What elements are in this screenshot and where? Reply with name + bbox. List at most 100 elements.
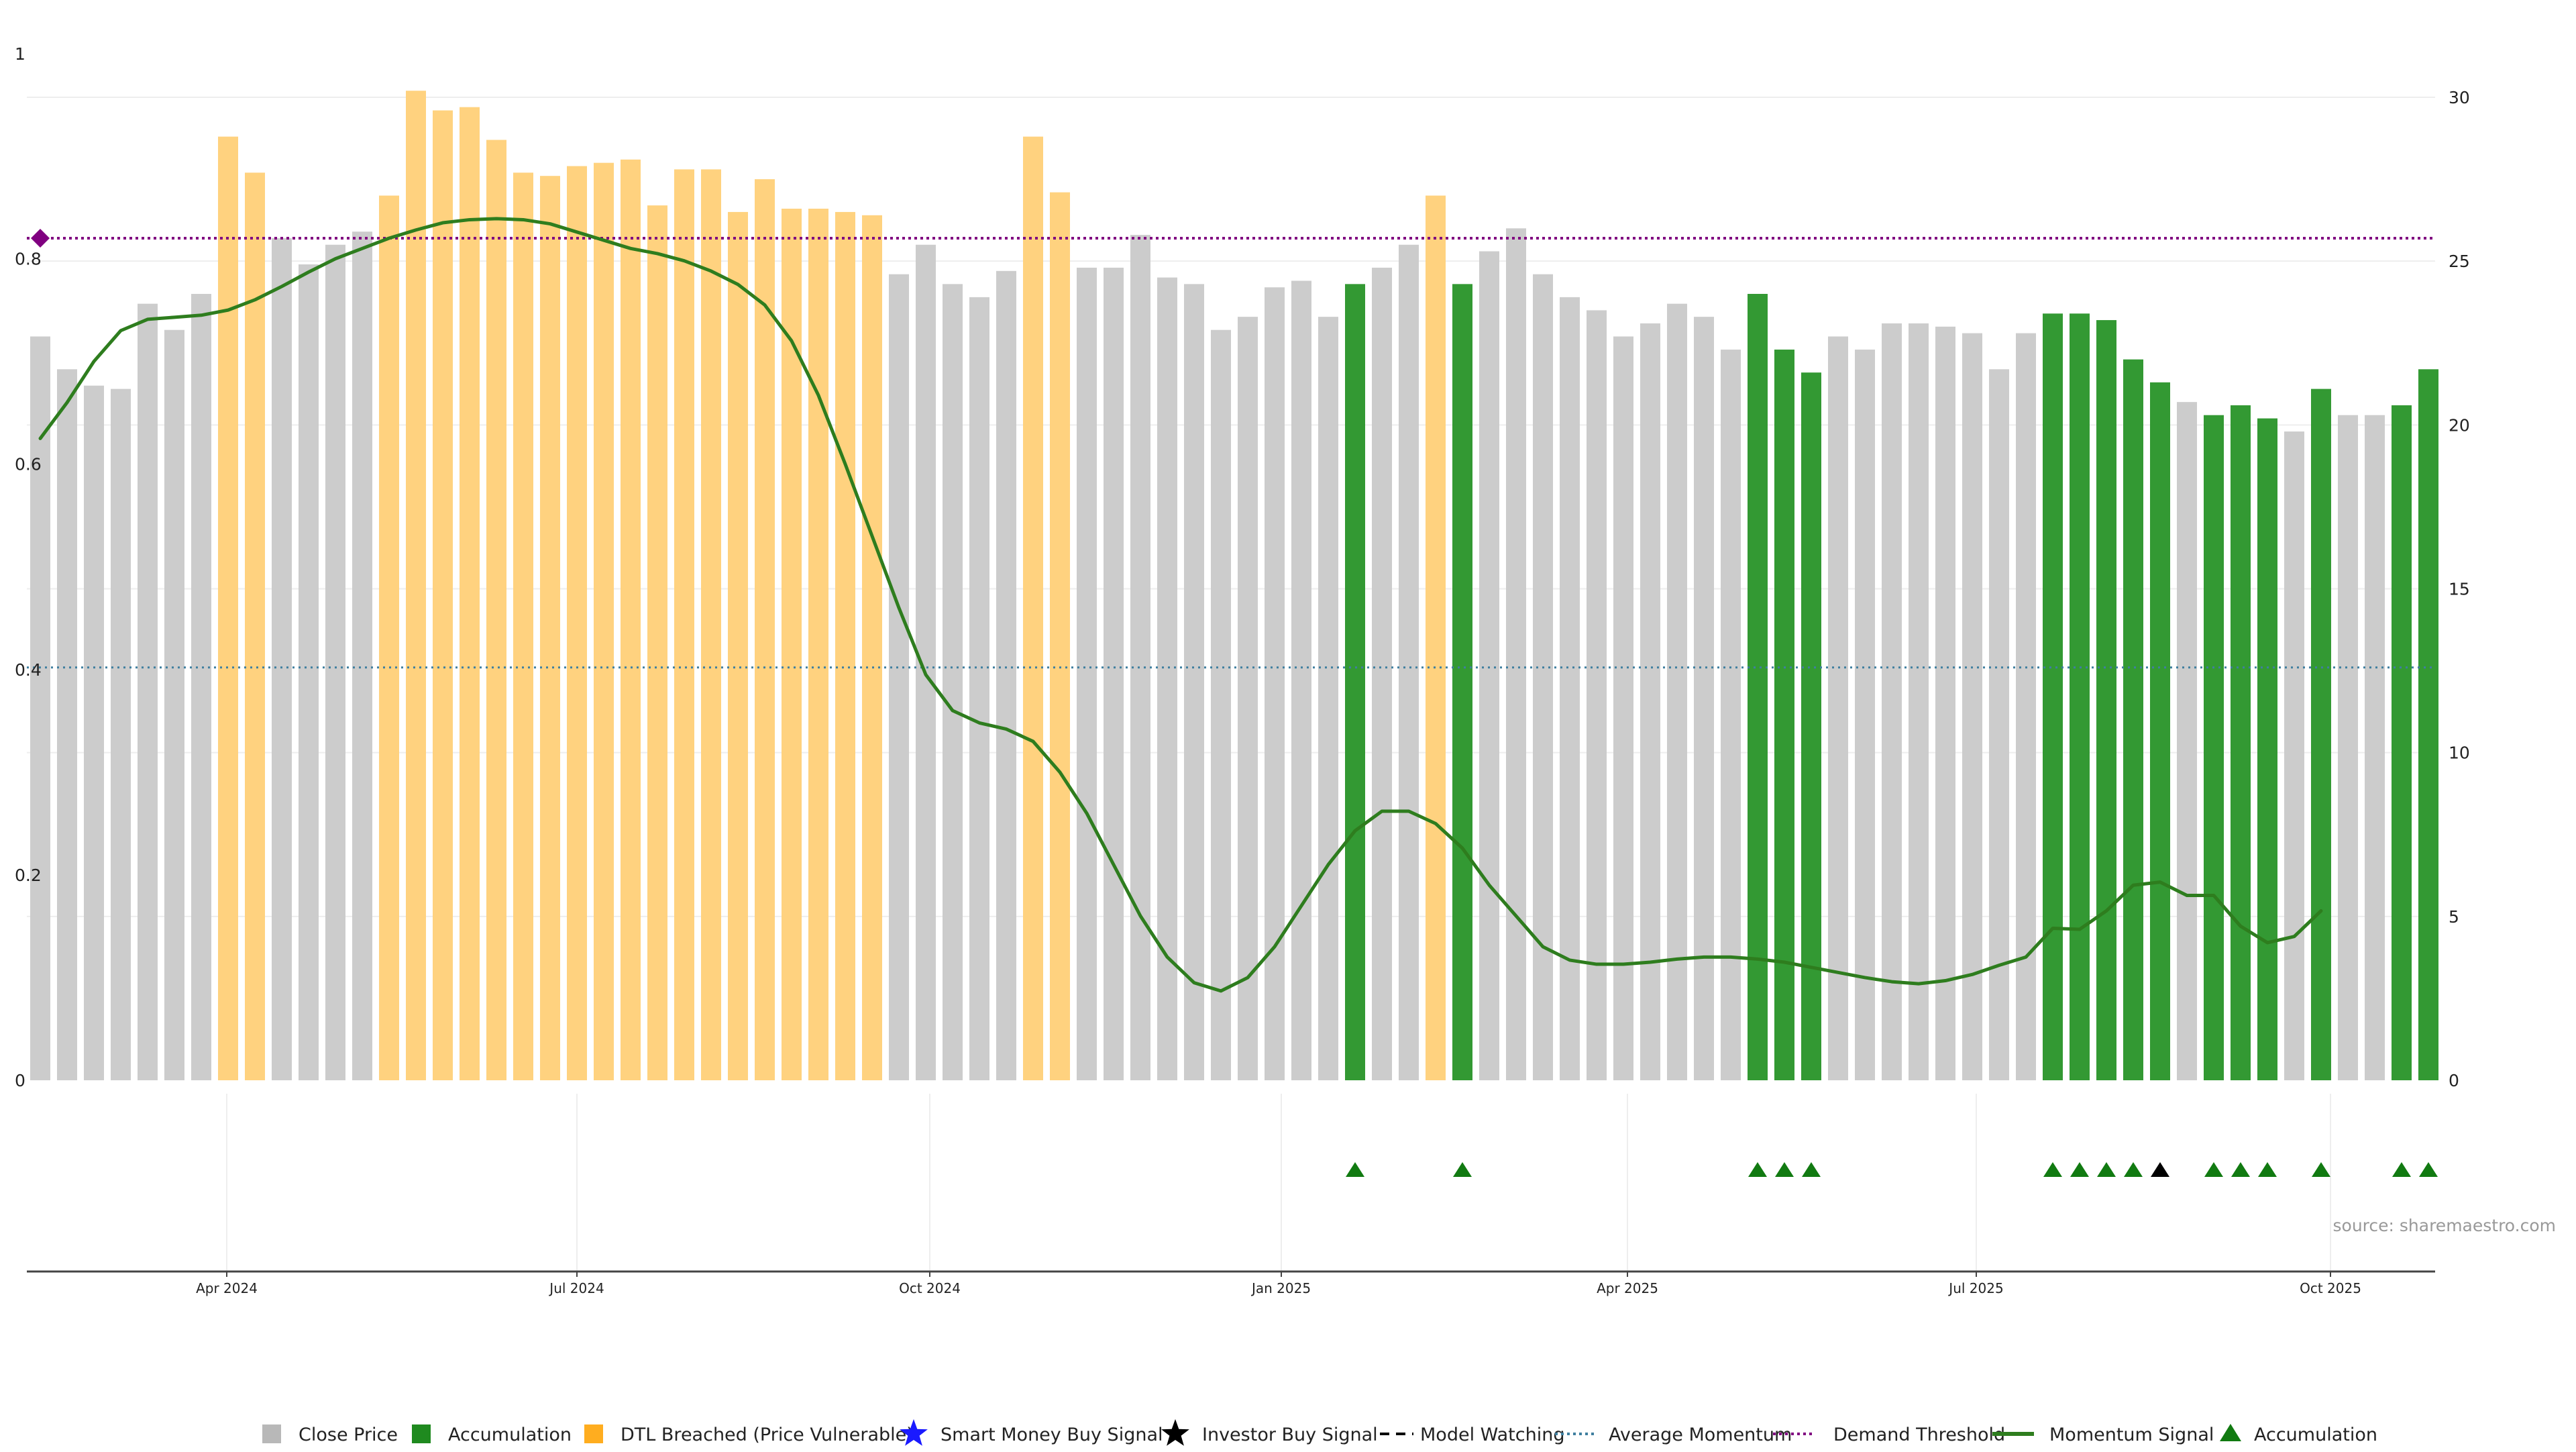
legend-star-icon: [900, 1419, 928, 1446]
right-tick-label: 25: [2449, 252, 2470, 271]
price-bar: [30, 336, 50, 1080]
right-tick-label: 10: [2449, 743, 2470, 763]
accumulation-marker: [2392, 1162, 2411, 1177]
price-bar: [1265, 287, 1285, 1080]
price-bar: [567, 166, 587, 1080]
right-tick-label: 20: [2449, 415, 2470, 435]
price-bar: [191, 294, 211, 1080]
price-bar: [2150, 382, 2170, 1080]
price-bar: [2365, 415, 2385, 1080]
momentum-signal-line: [38, 217, 2323, 993]
left-tick-label: 0.6: [15, 455, 42, 474]
left-tick-label: 0: [15, 1071, 25, 1090]
x-tick-label: Oct 2024: [899, 1280, 961, 1296]
price-bar: [2231, 405, 2251, 1080]
accumulation-marker: [1748, 1162, 1767, 1177]
price-bar: [1533, 274, 1553, 1081]
legend-label: Investor Buy Signal: [1202, 1424, 1378, 1445]
price-bar: [2177, 402, 2197, 1080]
price-bar: [352, 231, 372, 1080]
price-bar: [138, 303, 158, 1080]
price-bar: [1640, 323, 1660, 1081]
x-tick-label: Jul 2025: [1947, 1280, 2003, 1296]
price-bar: [1801, 372, 1821, 1081]
price-bar: [594, 162, 614, 1081]
price-bar: [1667, 303, 1687, 1080]
price-bar: [969, 297, 989, 1081]
price-bar: [2284, 431, 2304, 1080]
price-bar: [1291, 280, 1311, 1080]
price-bar: [2392, 405, 2412, 1080]
price-bar: [1962, 333, 1982, 1081]
price-bar: [1238, 317, 1258, 1080]
price-bar: [57, 369, 77, 1080]
legend-label: Close Price: [299, 1424, 398, 1445]
legend-label: Demand Threshold: [1833, 1424, 2005, 1445]
price-bar: [1721, 350, 1741, 1081]
price-bar: [1479, 251, 1499, 1081]
accumulation-marker: [1346, 1162, 1364, 1177]
price-bar: [2096, 320, 2116, 1081]
price-bar: [460, 107, 480, 1080]
price-bar: [1560, 297, 1580, 1081]
legend-swatch: [584, 1424, 603, 1443]
price-bar: [1452, 284, 1472, 1081]
price-bar: [2418, 369, 2438, 1080]
x-tick-label: Apr 2025: [1597, 1280, 1658, 1296]
price-bar: [808, 209, 828, 1080]
price-bar: [889, 274, 909, 1081]
axes-layer: 0 5 10 15 20 25 30 0 0.2 0.4 0.6 0.8 1 Apr 2024 Jul 20…: [15, 44, 2470, 1296]
price-bar: [1372, 267, 1392, 1080]
x-tick-label: Jul 2024: [548, 1280, 604, 1296]
price-bar: [2043, 313, 2063, 1080]
price-bar: [1184, 284, 1204, 1081]
price-bar: [272, 238, 292, 1080]
accumulation-marker: [1802, 1162, 1821, 1177]
markers-layer: [1346, 1162, 2438, 1177]
price-bar: [2338, 415, 2358, 1080]
price-bar: [835, 211, 855, 1081]
legend-label: Momentum Signal: [2049, 1424, 2214, 1445]
grid-layer: [27, 97, 2435, 1272]
price-bar: [1774, 350, 1794, 1081]
price-bar: [2123, 359, 2143, 1080]
price-bar: [245, 172, 265, 1081]
price-bar: [1748, 294, 1768, 1080]
price-bar: [325, 244, 345, 1080]
price-bar: [728, 211, 748, 1081]
legend-label: Smart Money Buy Signal: [941, 1424, 1163, 1445]
price-bar: [1587, 310, 1607, 1081]
price-bar: [1855, 350, 1875, 1081]
accumulation-marker: [2204, 1162, 2223, 1177]
price-bar: [2016, 333, 2036, 1081]
price-bar: [1345, 284, 1365, 1081]
right-tick-label: 5: [2449, 907, 2459, 927]
accumulation-marker: [2258, 1162, 2277, 1177]
price-bar: [1023, 136, 1043, 1081]
price-bar: [164, 329, 184, 1080]
price-bar: [1613, 336, 1633, 1080]
price-bar: [674, 169, 694, 1080]
left-tick-label: 0.4: [15, 660, 42, 680]
legend-label: DTL Breached (Price Vulnerable): [621, 1424, 914, 1445]
right-tick-label: 15: [2449, 580, 2470, 599]
price-bar: [299, 264, 319, 1080]
price-bar: [218, 136, 238, 1081]
source-label: source: sharemaestro.com: [2333, 1216, 2557, 1235]
price-bar: [996, 270, 1016, 1081]
price-bar: [1211, 329, 1231, 1080]
left-tick-label: 0.8: [15, 250, 42, 269]
accumulation-marker: [2419, 1162, 2438, 1177]
price-bar: [486, 140, 506, 1080]
price-bar: [111, 388, 131, 1080]
price-bar: [1318, 317, 1338, 1080]
accumulation-marker: [2070, 1162, 2089, 1177]
legend-label: Average Momentum: [1609, 1424, 1792, 1445]
accumulation-marker: [2312, 1162, 2330, 1177]
x-tick-label: Apr 2024: [196, 1280, 258, 1296]
price-bar: [647, 205, 667, 1080]
legend-layer: Close Price Accumulation DTL Breached (Pri…: [262, 1419, 2377, 1446]
price-bar: [433, 110, 453, 1081]
